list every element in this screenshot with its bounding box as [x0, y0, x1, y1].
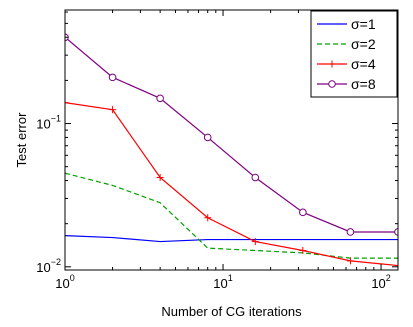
legend-box [310, 10, 398, 98]
series-sigma-2-line [65, 172, 398, 259]
series-sigma-4-circle-marker [394, 228, 398, 236]
x-tick-label: 100 [55, 273, 74, 291]
x-tick-label: 101 [213, 273, 232, 291]
series-sigma-3-plus-marker [204, 214, 212, 222]
legend-entry-1: σ=1 [317, 16, 376, 32]
legend-entry-3: σ=4 [317, 56, 376, 72]
series-sigma-3-plus-marker [65, 99, 69, 107]
series-sigma-3-plus-marker [251, 238, 259, 246]
legend: σ=1 σ=2 σ=4 σ=8 [310, 10, 398, 98]
series-sigma-4-circle-marker [156, 94, 164, 103]
y-axis-label: Test error [14, 112, 29, 168]
series-sigma-4-circle-marker [203, 133, 212, 142]
series-layer [65, 33, 398, 270]
legend-plus-marker [328, 60, 336, 68]
x-tick-label: 102 [371, 273, 390, 291]
legend-label: σ=2 [351, 36, 376, 52]
series-sigma-3-plus-marker [394, 262, 398, 270]
series-sigma-1-line [65, 235, 398, 243]
series-sigma-4-circle-marker [108, 73, 117, 82]
ticks-layer: 100 101 102 10−2 10−1 [36, 10, 398, 291]
plot-frame [64, 9, 399, 271]
series-sigma-3-plus-marker [299, 246, 307, 254]
series-sigma-4-circle-marker [299, 208, 307, 217]
series-sigma-3-plus-marker [109, 106, 117, 114]
legend-label: σ=1 [351, 16, 376, 32]
series-sigma-4-circle-marker [346, 228, 355, 236]
series-sigma-3-line [65, 101, 398, 267]
legend-entry-2: σ=2 [317, 36, 376, 52]
x-axis-label: Number of CG iterations [161, 304, 302, 319]
series-sigma-4-line [65, 36, 398, 233]
series-sigma-3-plus-marker [156, 174, 164, 182]
legend-entry-4: σ=8 [317, 76, 376, 92]
series-sigma-4-circle-marker [251, 173, 260, 182]
legend-label: σ=8 [351, 76, 376, 92]
series-sigma-3-plus-marker [346, 257, 354, 265]
y-tick-label: 10−2 [36, 257, 61, 275]
legend-label: σ=4 [351, 56, 376, 72]
y-tick-label: 10−1 [36, 114, 61, 132]
legend-circle-marker [328, 80, 336, 88]
